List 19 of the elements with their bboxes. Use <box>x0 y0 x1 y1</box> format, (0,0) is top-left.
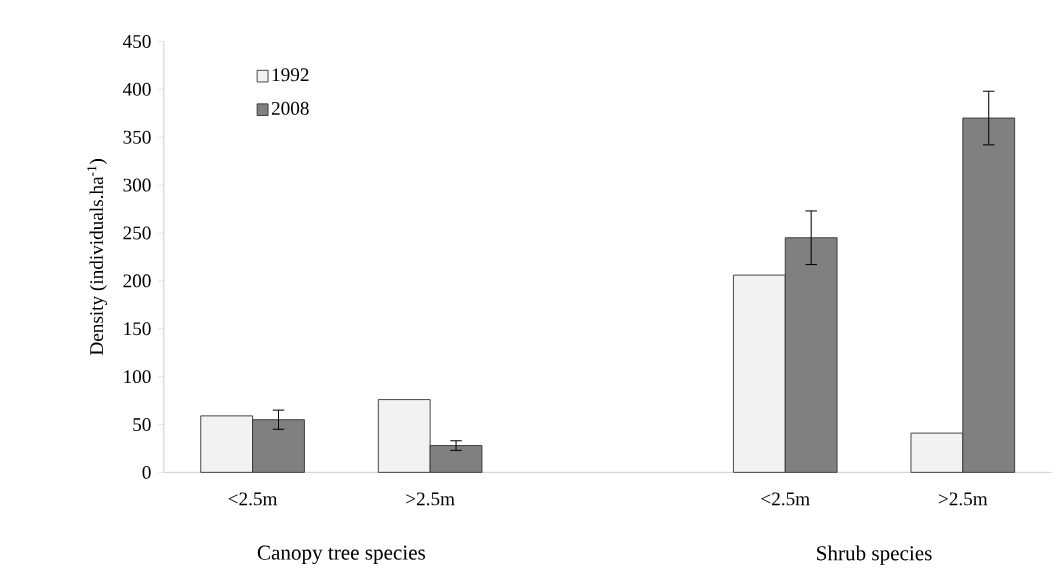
y-tick-label: 300 <box>123 178 151 192</box>
text: Canopy tree species <box>257 545 426 565</box>
text: Shrub species <box>817 545 932 565</box>
y-tick-label: 450 <box>122 34 151 48</box>
y-axis-title: Density (individuals.ha$^{-1}$) <box>87 159 107 355</box>
x-tick-label: >2.5m <box>938 492 988 506</box>
x-tick-label: >2.5m <box>406 492 455 506</box>
y-tick-label: 250 <box>123 226 151 240</box>
x-tick-label: <2.5m <box>228 492 278 506</box>
y-tick-label: 350 <box>123 130 151 144</box>
legend-label: 1992 <box>272 68 309 82</box>
legend-label: 2008 <box>271 101 309 115</box>
y-tick-label: 0 <box>142 465 151 479</box>
y-tick-label: 50 <box>133 417 151 431</box>
y-tick-label: 100 <box>124 370 151 384</box>
y-tick-label: 150 <box>124 322 151 336</box>
y-tick-label: 200 <box>123 274 151 288</box>
y-tick-label: 400 <box>122 82 151 96</box>
x-tick-label: <2.5m <box>761 492 810 506</box>
